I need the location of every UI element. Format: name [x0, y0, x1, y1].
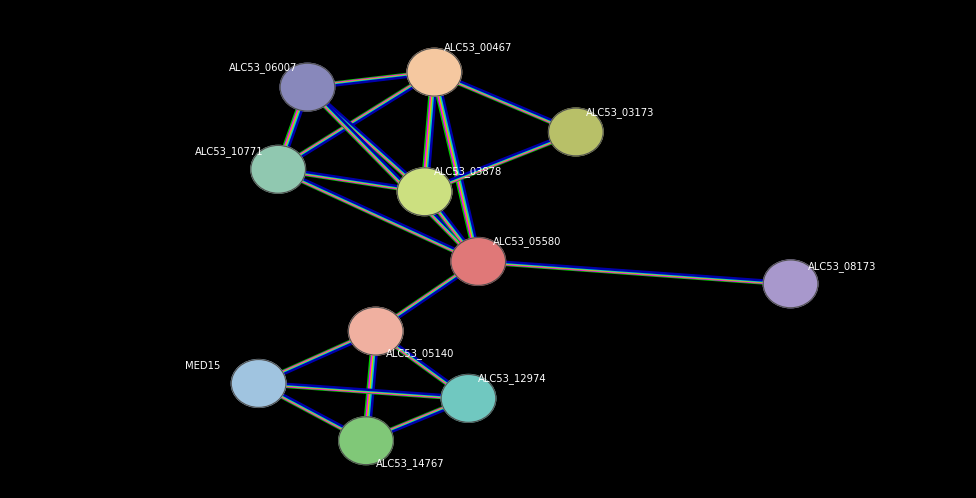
- Text: ALC53_03878: ALC53_03878: [434, 166, 503, 177]
- Text: ALC53_03173: ALC53_03173: [586, 107, 654, 118]
- Ellipse shape: [280, 63, 335, 111]
- Ellipse shape: [231, 360, 286, 407]
- Text: ALC53_06007: ALC53_06007: [229, 62, 298, 73]
- Text: ALC53_14767: ALC53_14767: [376, 458, 444, 469]
- Ellipse shape: [763, 260, 818, 308]
- Ellipse shape: [549, 108, 603, 156]
- Text: ALC53_08173: ALC53_08173: [808, 261, 876, 272]
- Text: ALC53_05140: ALC53_05140: [386, 348, 454, 359]
- Ellipse shape: [451, 238, 506, 285]
- Ellipse shape: [348, 307, 403, 355]
- Ellipse shape: [441, 374, 496, 422]
- Text: MED15: MED15: [185, 361, 221, 371]
- Text: ALC53_12974: ALC53_12974: [478, 373, 547, 384]
- Ellipse shape: [339, 417, 393, 465]
- Ellipse shape: [407, 48, 462, 96]
- Text: ALC53_10771: ALC53_10771: [195, 146, 264, 157]
- Text: ALC53_00467: ALC53_00467: [444, 42, 512, 53]
- Ellipse shape: [397, 168, 452, 216]
- Text: ALC53_05580: ALC53_05580: [493, 236, 561, 247]
- Ellipse shape: [251, 145, 305, 193]
